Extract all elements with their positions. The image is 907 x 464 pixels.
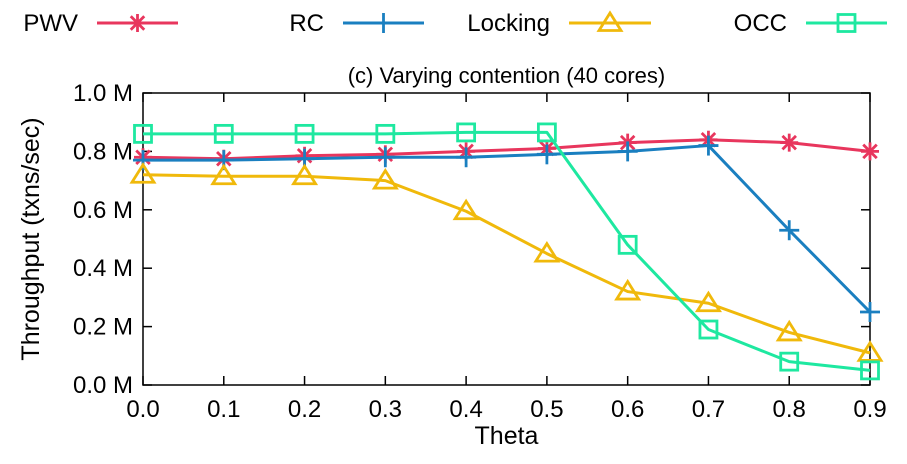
legend-marker — [373, 13, 394, 33]
plot-frame — [142, 92, 871, 386]
x-tick-label: 0.7 — [692, 396, 725, 423]
legend-item-occ: OCC — [734, 10, 887, 37]
data-point-locking — [856, 340, 884, 362]
data-point-occ — [213, 123, 234, 144]
series-occ — [133, 122, 880, 381]
series-line-pwv — [142, 138, 871, 161]
x-axis-label: Theta — [475, 422, 539, 450]
series-line-rc — [143, 144, 872, 314]
data-point-rc — [698, 135, 719, 156]
series-layer — [129, 122, 884, 381]
y-axis-label: Throughput (txns/sec) — [17, 117, 45, 360]
y-tick-label: 1.0 M — [73, 80, 133, 107]
y-axis: 0.0 M 0.2 M 0.4 M 0.6 M 0.8 M 1.0 M — [73, 80, 870, 399]
data-point-occ — [779, 351, 800, 372]
data-point-locking — [371, 167, 399, 190]
data-point-rc — [860, 302, 880, 322]
data-point-occ — [860, 360, 880, 381]
y-tick-label: 0.8 M — [73, 138, 133, 165]
x-tick-label: 0.2 — [288, 396, 321, 423]
data-point-rc — [375, 147, 396, 168]
data-point-locking — [210, 163, 238, 186]
x-tick-label: 0.0 — [126, 396, 159, 423]
x-tick-label: 0.9 — [853, 396, 886, 423]
data-point-occ — [536, 122, 557, 143]
y-tick-label: 0.2 M — [73, 314, 133, 341]
legend-label: Locking — [467, 10, 550, 37]
x-tick-label: 0.3 — [369, 396, 402, 423]
data-point-rc — [779, 220, 800, 241]
x-tick-label: 0.4 — [449, 396, 482, 423]
legend-marker — [836, 13, 857, 33]
x-tick-label: 0.6 — [611, 396, 644, 423]
data-point-occ — [133, 123, 153, 144]
y-tick-label: 0.4 M — [73, 255, 133, 282]
data-point-locking — [775, 319, 803, 342]
legend-marker — [596, 10, 624, 32]
data-point-occ — [456, 122, 477, 143]
data-point-occ — [617, 234, 638, 255]
series-line-occ — [143, 130, 871, 372]
legend-label: RC — [289, 10, 324, 37]
data-point-locking — [533, 240, 561, 263]
chart-title: (c) Varying contention (40 cores) — [348, 63, 666, 88]
y-tick-label: 0.6 M — [73, 197, 133, 224]
data-point-locking — [614, 278, 642, 301]
data-point-pwv — [861, 142, 879, 161]
series-pwv — [134, 130, 879, 168]
legend-label: PWV — [23, 10, 78, 37]
data-point-locking — [452, 198, 480, 221]
data-point-locking — [694, 290, 722, 313]
series-line-locking — [142, 173, 871, 355]
x-tick-label: 0.5 — [530, 396, 563, 423]
legend-item-pwv: PWV — [23, 10, 178, 37]
x-tick-label: 0.1 — [207, 396, 240, 423]
data-point-occ — [294, 123, 315, 144]
legend-label: OCC — [734, 10, 787, 37]
data-point-pwv — [780, 133, 799, 152]
data-point-rc — [617, 141, 638, 162]
data-point-rc — [536, 144, 557, 165]
data-point-rc — [456, 147, 477, 168]
x-tick-label: 0.8 — [773, 396, 806, 423]
series-locking — [129, 162, 884, 362]
y-tick-label: 0.0 M — [73, 372, 133, 399]
data-point-locking — [129, 162, 157, 184]
data-point-locking — [291, 163, 319, 186]
legend-item-rc: RC — [289, 10, 424, 37]
legend: PWV RC Locking OCC — [23, 10, 887, 37]
x-axis: 0.0 0.1 0.2 0.3 0.4 0.5 0.6 0.7 0.8 0.9 — [126, 93, 887, 423]
data-point-occ — [375, 123, 396, 144]
data-point-occ — [698, 319, 719, 340]
legend-marker — [128, 14, 147, 32]
series-rc — [133, 135, 880, 322]
legend-item-locking: Locking — [467, 10, 651, 37]
